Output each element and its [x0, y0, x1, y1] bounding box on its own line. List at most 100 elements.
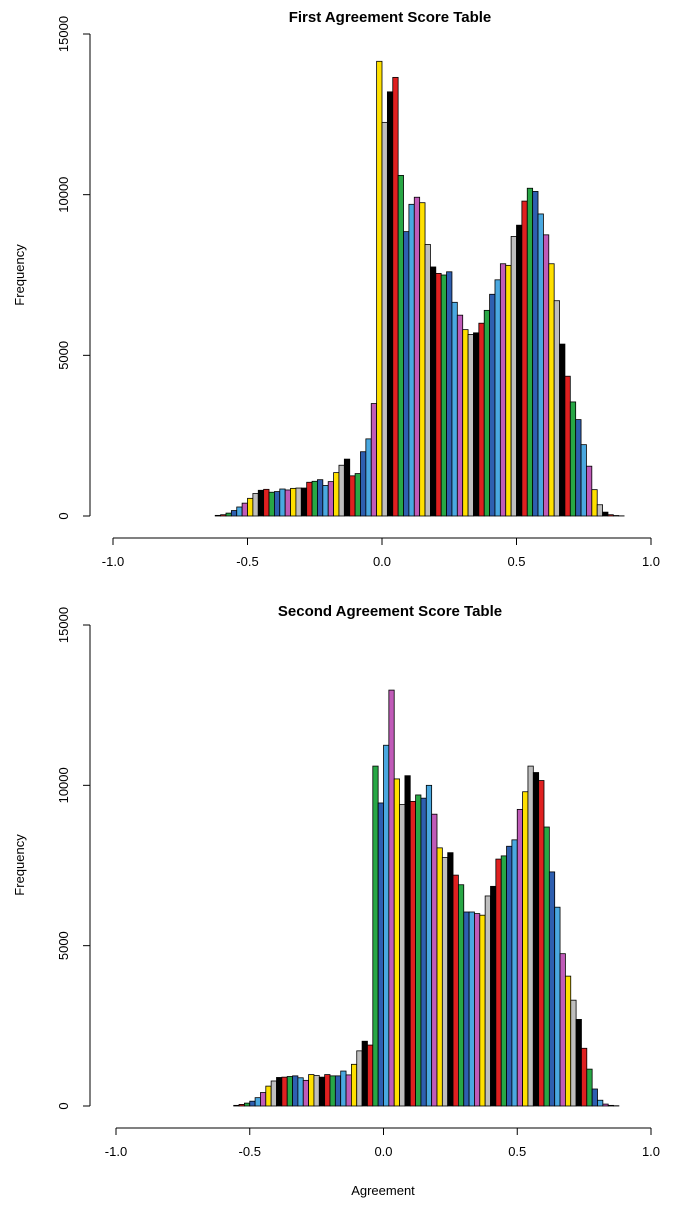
- histogram-bar: [575, 1019, 582, 1107]
- histogram-bar: [597, 1099, 604, 1107]
- histogram-bar: [372, 765, 379, 1107]
- histogram-bar: [586, 1068, 593, 1107]
- x-axis-label: Agreement: [351, 1183, 415, 1198]
- histogram-bar: [607, 1104, 614, 1107]
- chart-panel-first: First Agreement Score Table Frequency -1…: [12, 9, 660, 569]
- histogram-bar: [554, 906, 561, 1107]
- histogram-bar: [543, 826, 550, 1107]
- histogram-bar: [383, 744, 390, 1107]
- histogram-bar: [260, 1092, 267, 1107]
- histogram-bar: [591, 489, 598, 517]
- histogram-bar: [451, 301, 458, 517]
- y-axis: 0 5000 10000 15000: [56, 16, 91, 520]
- histogram-bar: [484, 895, 491, 1107]
- x-tick-label: 0.0: [374, 1144, 392, 1159]
- histogram-bar: [376, 60, 383, 517]
- histogram-bar: [467, 334, 474, 517]
- histogram-bar: [441, 857, 449, 1107]
- histogram-bar: [436, 847, 443, 1107]
- chart-title: First Agreement Score Table: [289, 9, 492, 26]
- histogram-bar: [297, 1077, 304, 1107]
- histogram-bar: [559, 953, 566, 1107]
- histogram-bar: [499, 263, 507, 517]
- histogram-bar: [424, 244, 431, 517]
- histogram-bar: [526, 187, 534, 517]
- histogram-bar: [537, 213, 544, 517]
- histogram-bar: [300, 487, 308, 517]
- histogram-bar: [479, 914, 486, 1107]
- histogram-bar: [254, 1097, 261, 1107]
- histogram-bar: [292, 1075, 299, 1107]
- histogram-bar: [559, 343, 566, 517]
- histogram-bar: [516, 224, 523, 517]
- histogram-bar: [483, 309, 491, 517]
- histogram-bar: [581, 1047, 588, 1107]
- histogram-bar: [591, 1088, 598, 1107]
- histogram-bar: [404, 775, 411, 1107]
- x-tick-label: 0.0: [373, 554, 391, 569]
- histogram-bar: [456, 314, 464, 517]
- y-axis-label: Frequency: [12, 244, 27, 306]
- histogram-bar: [276, 1077, 283, 1107]
- histogram-bar: [230, 510, 238, 517]
- histogram-bar: [495, 858, 502, 1107]
- x-tick-label: -1.0: [105, 1144, 127, 1159]
- histogram-bar: [295, 487, 302, 517]
- histogram-bar: [564, 375, 571, 517]
- histogram-bar: [388, 689, 395, 1107]
- histogram-bar: [494, 279, 501, 517]
- histogram-bar: [522, 791, 529, 1107]
- histogram-bar: [425, 784, 433, 1107]
- chart-title: Second Agreement Score Table: [278, 603, 502, 620]
- histogram-bar: [468, 911, 475, 1107]
- histogram-bar: [340, 1070, 347, 1107]
- histogram-bar: [238, 1104, 245, 1107]
- y-tick-label: 0: [56, 1102, 71, 1109]
- histogram-bar: [322, 485, 329, 517]
- histogram-bar: [474, 913, 481, 1107]
- bars-group: [233, 689, 620, 1107]
- histogram-bar: [457, 884, 465, 1107]
- histogram-bar: [516, 808, 523, 1107]
- y-tick-label: 0: [56, 512, 71, 519]
- histogram-bar: [602, 1103, 609, 1107]
- histogram-bar: [247, 497, 254, 517]
- histogram-bar: [415, 794, 422, 1107]
- histogram-bar: [252, 493, 259, 517]
- histogram-bar: [586, 465, 593, 517]
- x-tick-label: -1.0: [102, 554, 124, 569]
- y-axis-label: Frequency: [12, 834, 27, 896]
- histogram-bar: [506, 845, 513, 1107]
- histogram-bar: [392, 76, 399, 517]
- y-tick-label: 5000: [56, 341, 71, 370]
- histogram-bar: [553, 300, 560, 517]
- histogram-bar: [409, 800, 416, 1107]
- histogram-bar: [338, 464, 345, 517]
- x-tick-label: 1.0: [642, 554, 660, 569]
- histogram-bar: [377, 802, 384, 1107]
- histogram-bar: [329, 1075, 336, 1107]
- histogram-bar: [478, 322, 485, 517]
- histogram-bar: [220, 514, 227, 517]
- histogram-bar: [500, 855, 507, 1107]
- y-tick-label: 10000: [56, 767, 71, 803]
- histogram-bar: [532, 772, 540, 1107]
- histogram-bar: [575, 419, 582, 517]
- chart-panel-second: Second Agreement Score Table Frequency A…: [12, 603, 660, 1198]
- histogram-bar: [473, 332, 480, 517]
- histogram-bar: [543, 234, 550, 517]
- histogram-bar: [419, 202, 426, 517]
- histogram-bar: [281, 1076, 288, 1107]
- histogram-bar: [565, 975, 572, 1107]
- histogram-bar: [607, 514, 614, 517]
- histogram-bar: [397, 174, 404, 517]
- histogram-bar: [214, 514, 222, 517]
- histogram-bar: [284, 489, 291, 517]
- histogram-bar: [241, 502, 248, 517]
- y-tick-label: 15000: [56, 16, 71, 52]
- histogram-bar: [367, 1044, 374, 1107]
- histogram-bar: [286, 1076, 293, 1107]
- x-tick-label: 0.5: [507, 554, 525, 569]
